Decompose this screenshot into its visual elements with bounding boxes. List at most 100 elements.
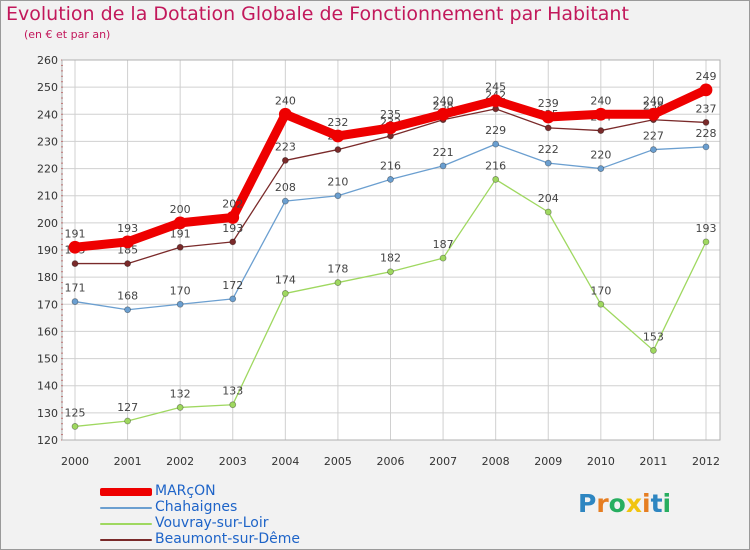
- y-tick-label: 150: [37, 353, 58, 366]
- y-tick-label: 260: [37, 54, 58, 67]
- y-tick-label: 190: [37, 244, 58, 257]
- data-point: [492, 140, 500, 148]
- legend: MARçON Chahaignes Vouvray-sur-Loir Beaum…: [100, 483, 400, 548]
- data-label: 132: [170, 387, 191, 400]
- data-point: [597, 300, 605, 308]
- logo-letter: t: [650, 489, 663, 518]
- data-label: 193: [696, 222, 717, 235]
- data-point: [387, 268, 394, 276]
- y-tick-label: 130: [37, 407, 58, 420]
- data-point: [597, 127, 605, 134]
- y-tick-label: 170: [37, 298, 58, 311]
- legend-label: Chahaignes: [155, 499, 238, 515]
- data-label: 249: [696, 70, 717, 83]
- data-point: [176, 404, 184, 411]
- data-point: [229, 401, 237, 409]
- logo-letter: o: [608, 489, 626, 518]
- y-tick-label: 210: [37, 190, 58, 203]
- data-point: [439, 254, 447, 262]
- x-tick-label: 2002: [166, 455, 194, 468]
- data-point: [439, 162, 447, 170]
- data-label: 170: [170, 284, 191, 297]
- data-label: 193: [222, 222, 243, 235]
- data-point: [702, 119, 710, 126]
- data-label: 221: [433, 146, 454, 159]
- legend-swatch: [100, 539, 152, 541]
- data-label: 193: [117, 222, 138, 235]
- legend-swatch: [100, 488, 152, 496]
- logo-letter: P: [578, 489, 597, 518]
- data-point: [597, 165, 605, 172]
- data-point: [281, 197, 289, 205]
- legend-swatch: [100, 523, 152, 525]
- series-marc-on: 191 193 200 202 240 232 235 240 245 239 240 240 249: [65, 70, 717, 254]
- x-tick-label: 2006: [377, 455, 405, 468]
- data-label: 174: [275, 273, 296, 286]
- x-tick-label: 2012: [692, 455, 720, 468]
- data-point: [229, 295, 237, 303]
- data-label: 178: [327, 263, 348, 276]
- data-label: 171: [65, 282, 86, 295]
- legend-label: Vouvray-sur-Loir: [155, 515, 269, 531]
- data-point: [229, 238, 237, 246]
- data-label: 191: [65, 227, 86, 240]
- logo-letter: r: [596, 489, 609, 518]
- x-tick-label: 2009: [534, 455, 562, 468]
- data-point: [68, 240, 82, 254]
- data-label: 235: [380, 108, 401, 121]
- data-label: 182: [380, 252, 401, 265]
- x-tick-label: 2001: [114, 455, 142, 468]
- legend-item-vouvray: Vouvray-sur-Loir: [100, 515, 400, 532]
- y-tick-label: 160: [37, 325, 58, 338]
- x-tick-label: 2007: [429, 455, 457, 468]
- plot-frame: [61, 59, 721, 441]
- data-point: [489, 94, 503, 108]
- chart-title: Evolution de la Dotation Globale de Fonc…: [6, 3, 629, 25]
- legend-label: Beaumont-sur-Dême: [155, 531, 301, 547]
- data-label: 237: [696, 102, 717, 115]
- data-point: [541, 110, 555, 124]
- logo-letter: i: [662, 489, 672, 518]
- x-tick-label: 2010: [587, 455, 615, 468]
- data-label: 240: [433, 94, 454, 107]
- data-label: 127: [117, 401, 138, 414]
- data-point: [176, 243, 184, 251]
- data-label: 168: [117, 290, 138, 303]
- data-label: 204: [538, 192, 559, 205]
- x-tick-label: 2011: [639, 455, 667, 468]
- data-label: 125: [65, 406, 86, 419]
- data-point: [384, 121, 397, 135]
- data-label: 216: [485, 159, 506, 172]
- data-label: 227: [643, 130, 664, 143]
- data-label: 228: [696, 127, 717, 140]
- data-point: [544, 208, 552, 216]
- x-tick-label: 2008: [482, 455, 510, 468]
- data-point: [71, 260, 79, 267]
- y-tick-label: 240: [37, 108, 58, 121]
- x-tick-label: 2000: [61, 455, 89, 468]
- data-label: 240: [590, 94, 611, 107]
- data-label: 222: [538, 143, 559, 156]
- data-label: 240: [275, 94, 296, 107]
- y-tick-label: 180: [37, 271, 58, 284]
- data-label: 200: [170, 203, 191, 216]
- legend-item-beaumont: Beaumont-sur-Dême: [100, 531, 400, 548]
- series-chahaignes: 171 168 170 172 208 210 216 221 229 222 220 227 228: [65, 124, 717, 314]
- data-label: 232: [327, 116, 348, 129]
- proxiti-logo: Proxiti: [578, 489, 671, 518]
- data-point: [544, 124, 552, 132]
- data-point: [71, 298, 79, 305]
- data-label: 229: [485, 124, 506, 137]
- data-point: [124, 417, 131, 425]
- y-tick-label: 140: [37, 380, 58, 393]
- data-label: 202: [222, 197, 243, 210]
- data-point: [173, 216, 187, 230]
- x-tick-label: 2004: [271, 455, 299, 468]
- data-point: [436, 107, 450, 121]
- data-label: 172: [222, 279, 243, 292]
- data-point: [124, 306, 131, 314]
- logo-letter: i: [642, 489, 651, 518]
- legend-label: MARçON: [155, 483, 216, 499]
- data-label: 133: [222, 385, 243, 398]
